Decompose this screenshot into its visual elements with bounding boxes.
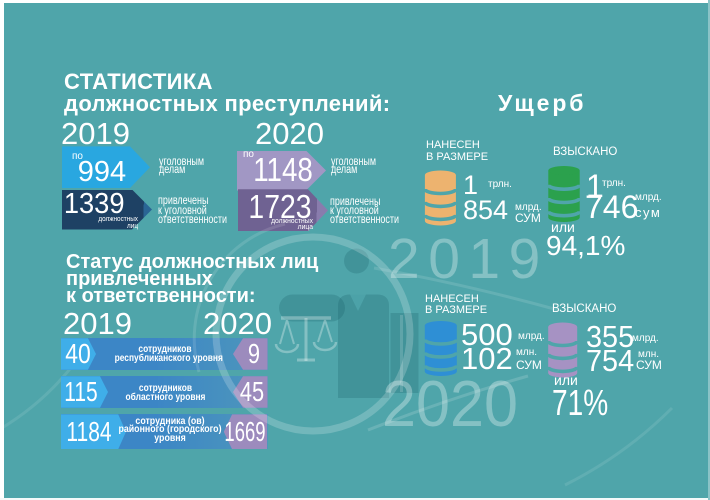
svg-text:2020: 2020	[382, 368, 518, 440]
svg-text:2019: 2019	[388, 227, 549, 291]
